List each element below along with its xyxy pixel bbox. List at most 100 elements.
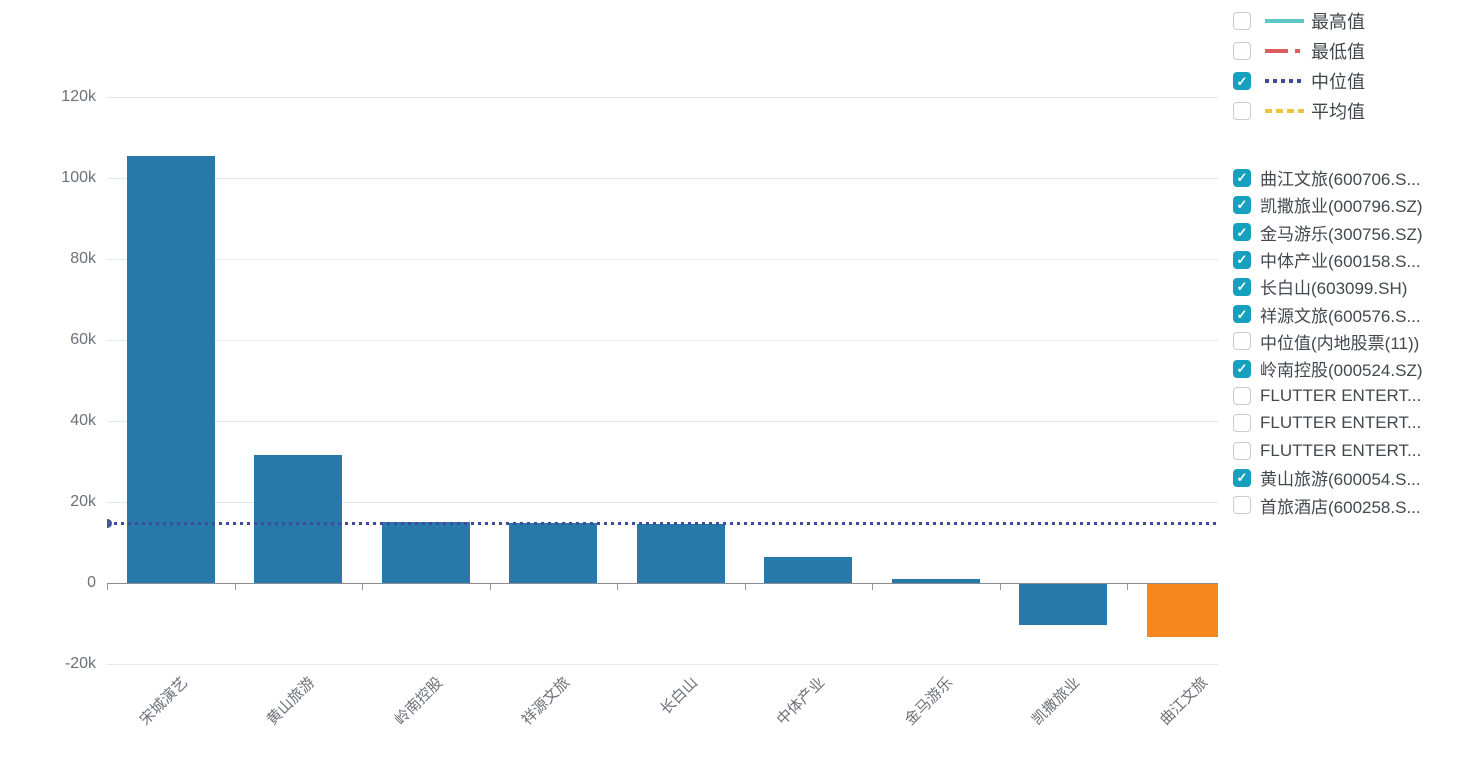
series-legend-item-2[interactable]: ✓ 金马游乐(300756.SZ) — [1233, 219, 1423, 246]
series-legend-label: 黄山旅游(600054.S... — [1260, 470, 1421, 490]
series-legend-label: 金马游乐(300756.SZ) — [1260, 224, 1423, 244]
series-legend-item-9[interactable]: FLUTTER ENTERT... — [1233, 410, 1423, 437]
x-axis-category-label: 宋城演艺 — [136, 674, 191, 729]
gridline — [107, 97, 1218, 98]
checkbox-checked[interactable]: ✓ — [1233, 277, 1251, 296]
y-axis-tick-label: 60k — [70, 331, 96, 348]
y-axis-tick-label: 0 — [87, 574, 96, 591]
gridline — [107, 178, 1218, 179]
series-legend-item-12[interactable]: 首旅酒店(600258.S... — [1233, 492, 1423, 519]
series-legend-item-4[interactable]: ✓ 长白山(603099.SH) — [1233, 273, 1423, 300]
y-axis-tick-label: -20k — [64, 655, 96, 672]
checkbox-unchecked[interactable] — [1233, 42, 1251, 60]
x-axis-tick — [872, 584, 873, 590]
checkmark-icon: ✓ — [1236, 197, 1248, 213]
checkmark-icon: ✓ — [1236, 73, 1248, 89]
bar-3[interactable] — [509, 523, 598, 583]
gridline — [107, 664, 1218, 665]
checkbox-unchecked[interactable] — [1233, 496, 1251, 515]
y-axis-tick-label: 100k — [61, 169, 96, 186]
stat-legend-item-0[interactable]: 最高值 — [1233, 6, 1365, 36]
checkbox-checked[interactable]: ✓ — [1233, 468, 1251, 487]
checkmark-icon: ✓ — [1236, 361, 1248, 377]
bar-4[interactable] — [636, 523, 725, 583]
bar-5[interactable] — [764, 556, 853, 583]
gridline — [107, 340, 1218, 341]
x-axis-category-label: 岭南控股 — [391, 674, 446, 729]
stat-legend-item-3[interactable]: 平均值 — [1233, 96, 1365, 126]
stat-legend-item-2[interactable]: ✓ 中位值 — [1233, 66, 1365, 96]
legend-line-sample-solid — [1265, 19, 1304, 23]
series-legend-label: FLUTTER ENTERT... — [1260, 386, 1422, 406]
checkmark-icon: ✓ — [1236, 224, 1248, 240]
x-axis-tick — [362, 584, 363, 590]
gridline — [107, 502, 1218, 503]
checkbox-checked[interactable]: ✓ — [1233, 195, 1251, 214]
checkmark-icon: ✓ — [1236, 252, 1248, 268]
y-axis-tick-label: 20k — [70, 493, 96, 510]
series-legend-label: FLUTTER ENTERT... — [1260, 440, 1422, 460]
checkbox-checked[interactable]: ✓ — [1233, 359, 1251, 378]
x-axis-tick — [999, 584, 1001, 590]
checkbox-unchecked[interactable] — [1233, 102, 1251, 120]
series-legend-item-7[interactable]: ✓ 岭南控股(000524.SZ) — [1233, 355, 1423, 382]
x-axis-category-label: 黄山旅游 — [263, 674, 319, 729]
series-legend-label: 岭南控股(000524.SZ) — [1260, 361, 1423, 381]
x-axis-line — [107, 583, 1218, 584]
legend-line-sample-dashed — [1265, 109, 1304, 113]
legend-line-sample-dotted — [1265, 79, 1304, 83]
checkbox-unchecked[interactable] — [1233, 332, 1251, 351]
bar-2[interactable] — [381, 522, 470, 583]
plot-area — [107, 90, 1218, 680]
x-axis-category-label: 金马游乐 — [901, 674, 956, 729]
gridline — [107, 259, 1218, 260]
checkbox-unchecked[interactable] — [1233, 414, 1251, 433]
x-axis-tick — [1127, 584, 1128, 590]
checkmark-icon: ✓ — [1236, 170, 1248, 186]
y-axis-tick-label: 40k — [70, 412, 96, 429]
series-legend-label: 祥源文旅(600576.S... — [1260, 306, 1421, 326]
bar-6[interactable] — [891, 579, 980, 583]
bar-1[interactable] — [254, 454, 343, 583]
series-legend-item-11[interactable]: ✓ 黄山旅游(600054.S... — [1233, 464, 1423, 491]
checkbox-unchecked[interactable] — [1233, 387, 1251, 406]
x-axis-tick — [617, 584, 618, 590]
x-axis-category-label: 曲江文旅 — [1156, 674, 1211, 729]
checkmark-icon: ✓ — [1236, 470, 1248, 486]
series-legend-item-1[interactable]: ✓ 凯撒旅业(000796.SZ) — [1233, 191, 1423, 218]
series-legend-item-6[interactable]: 中位值(内地股票(11)) — [1233, 328, 1423, 355]
series-legend-item-5[interactable]: ✓ 祥源文旅(600576.S... — [1233, 300, 1423, 327]
median-reference-line — [107, 522, 1218, 526]
x-axis-category-label: 中体产业 — [773, 674, 829, 729]
x-axis-tick — [489, 584, 491, 590]
stat-legend-item-1[interactable]: 最低值 — [1233, 36, 1365, 66]
series-legend-item-3[interactable]: ✓ 中体产业(600158.S... — [1233, 246, 1423, 273]
x-axis-category-label: 祥源文旅 — [518, 674, 574, 729]
checkbox-checked[interactable]: ✓ — [1233, 168, 1251, 187]
bar-8[interactable] — [1146, 584, 1218, 637]
series-legend-item-10[interactable]: FLUTTER ENTERT... — [1233, 437, 1423, 464]
series-legend-label: FLUTTER ENTERT... — [1260, 413, 1422, 433]
x-axis-tick — [234, 584, 236, 590]
checkbox-checked[interactable]: ✓ — [1233, 305, 1251, 324]
x-axis-tick — [107, 584, 108, 590]
series-legend-item-8[interactable]: FLUTTER ENTERT... — [1233, 382, 1423, 409]
bar-0[interactable] — [126, 155, 215, 583]
checkmark-icon: ✓ — [1236, 306, 1248, 322]
stat-legend-label: 最低值 — [1311, 42, 1365, 62]
series-legend-label: 长白山(603099.SH) — [1260, 279, 1408, 299]
checkbox-unchecked[interactable] — [1233, 441, 1251, 460]
checkmark-icon: ✓ — [1236, 279, 1248, 295]
bar-7[interactable] — [1019, 584, 1108, 625]
series-legend-label: 曲江文旅(600706.S... — [1260, 170, 1421, 190]
x-axis-tick — [744, 584, 746, 590]
checkbox-unchecked[interactable] — [1233, 12, 1251, 30]
median-line-endpoint-dot — [107, 519, 112, 529]
checkbox-checked[interactable]: ✓ — [1233, 223, 1251, 242]
series-legend-label: 中位值(内地股票(11)) — [1260, 333, 1420, 353]
checkbox-checked[interactable]: ✓ — [1233, 72, 1251, 90]
series-legend-item-0[interactable]: ✓ 曲江文旅(600706.S... — [1233, 164, 1423, 191]
stat-legend: 最高值最低值 ✓ 中位值 平均值 — [1233, 6, 1365, 126]
checkbox-checked[interactable]: ✓ — [1233, 250, 1251, 269]
gridline — [107, 421, 1218, 422]
